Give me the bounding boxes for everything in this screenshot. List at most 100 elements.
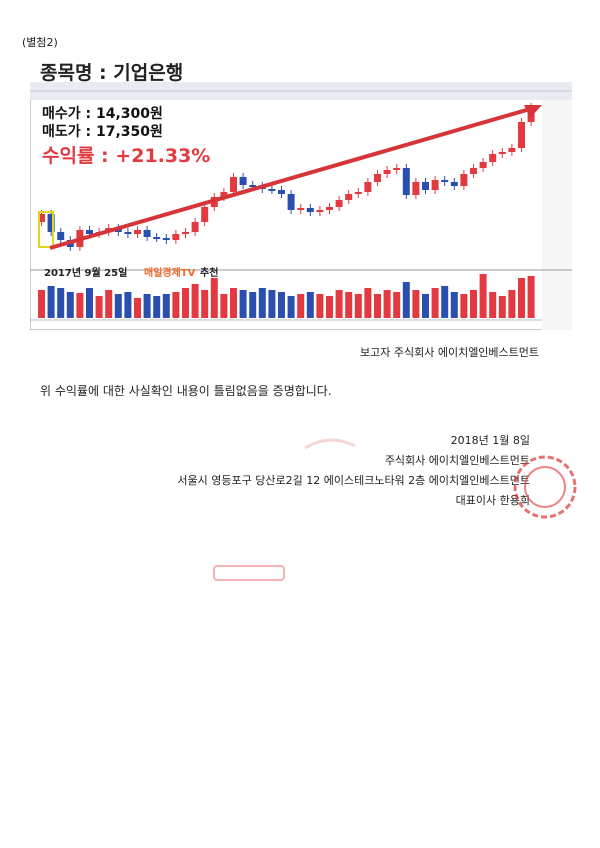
volume-bar [364,288,372,318]
volume-bar [191,284,199,318]
candle-body [393,168,401,170]
candle-body [345,194,353,200]
volume-bar [86,288,93,318]
statement: 위 수익률에 대한 사실확인 내용이 틀림없음을 증명합니다. [40,384,332,398]
volume-bar [220,294,228,318]
volume-bar [249,292,257,318]
volume-bar [527,276,535,318]
volume-bar [230,288,237,318]
attachment-label: (별첨2) [22,36,58,49]
arrow-head [524,105,542,118]
candle-body [479,162,487,168]
chart-screenshot: 매수가 : 14,300원 매도가 : 17,350원 수익률 : +21.33… [30,82,572,330]
candle-body [162,238,170,240]
candle-body [287,194,295,210]
volume-bar [374,294,381,318]
volume-bar [258,288,266,318]
volume-bar [354,294,362,318]
candle-body [220,192,228,197]
volume-bar [393,292,401,318]
volume-bar [66,292,74,318]
sell-price: 매도가 : 17,350원 [42,124,163,140]
candle-body [412,182,420,195]
sign-address: 서울시 영등포구 당산로2길 12 에이스테크노타워 2층 에이치엘인베스트먼트 [177,474,530,487]
volume-bar [182,288,189,318]
volume-bar [105,290,113,318]
candle-body [518,122,525,148]
volume-bar [114,294,122,318]
candle-body [297,208,305,210]
volume-bar [383,290,391,318]
volume-bar [239,290,247,318]
candle-body [172,234,180,240]
volume-bar [278,292,285,318]
sign-ceo: 대표이사 한용희 [455,494,530,507]
candle-body [249,185,257,187]
volume-bar [489,292,497,318]
candle-body [124,232,132,234]
volume-bar [518,278,525,318]
volume-bar [326,296,333,318]
candle-body [354,192,362,194]
volume-bar [162,294,170,318]
candle-body [450,182,458,186]
trend-arrow [49,107,531,250]
candle-body [470,168,477,174]
candle-body [86,230,93,234]
candle-body [38,214,45,222]
volume-bar [335,290,343,318]
recommend-date: 2017년 9월 25일 [44,266,127,279]
candle-body [460,174,468,186]
candle-body [134,230,141,234]
return-rate: 수익률 : +21.33% [42,145,210,167]
volume-bar [450,292,458,318]
volume-bar [498,296,506,318]
volume-bar [143,294,151,318]
candle-body [239,177,247,185]
volume-bar [431,288,439,318]
candle-body [431,180,439,190]
volume-bar [95,296,103,318]
reporter: 보고자 주식회사 에이치엘인베스트먼트 [360,346,540,359]
volume-bar [345,292,353,318]
candle-body [402,168,410,195]
volume-bar [153,296,161,318]
volume-bar [124,292,132,318]
candle-body [364,182,372,192]
candle-body [316,210,324,212]
volume-bar [201,290,209,318]
volume-bar [460,294,468,318]
candle-body [201,207,209,222]
volume-bar [316,294,324,318]
candle-body [191,222,199,232]
candle-body [230,177,237,192]
volume-bar [172,292,180,318]
volume-bar [306,292,314,318]
candle-body [47,214,55,232]
candle-body [57,232,65,240]
recommend-channel: 매일경제TV [144,266,196,279]
volume-bar [134,298,141,318]
candle-body [383,170,391,174]
volume-bar [76,293,84,318]
volume-bar [210,278,218,318]
candle-body [489,154,497,162]
volume-bar [47,286,55,318]
candle-body [422,182,429,190]
candle-body [306,208,314,212]
candle-body [374,174,381,182]
buy-price: 매수가 : 14,300원 [42,106,163,122]
volume-bar [508,290,516,318]
volume-bar [479,274,487,318]
company-seal [513,455,577,519]
candle-body [278,190,285,194]
candle-body [508,148,516,152]
sign-company: 주식회사 에이치엘인베스트먼트 [384,454,530,467]
volume-bar [38,290,45,318]
candle-body [143,230,151,237]
faint-mark [304,438,356,450]
volume-bar [402,282,410,318]
volume-bar [287,296,295,318]
sign-date: 2018년 1월 8일 [450,434,530,447]
